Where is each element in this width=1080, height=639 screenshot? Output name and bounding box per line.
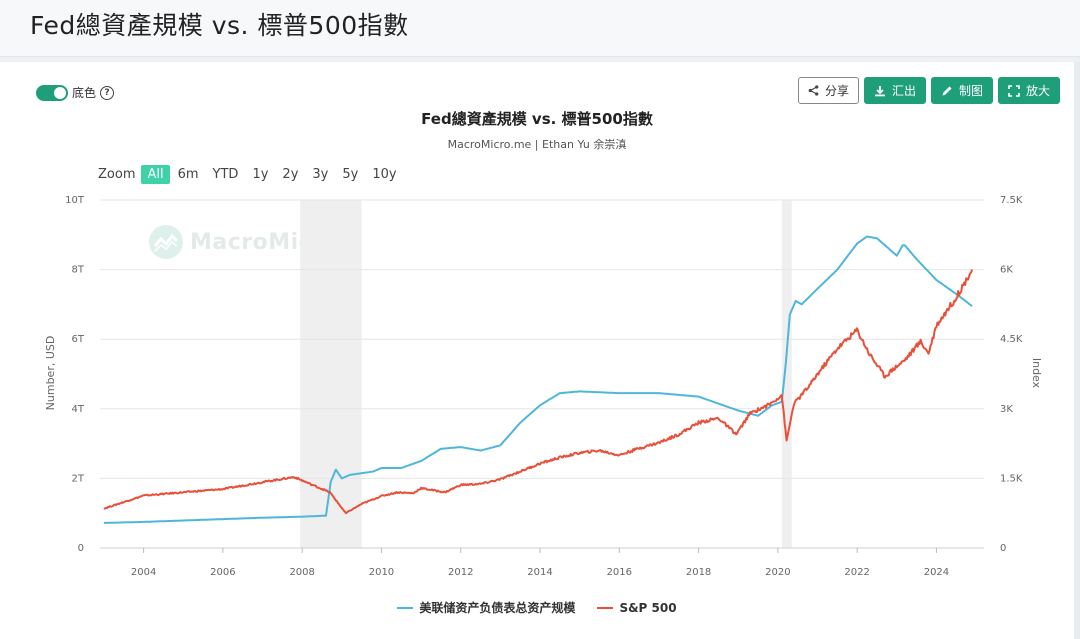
legend-label-sp500: S&P 500 [619,600,677,615]
zoom-10y-button[interactable]: 10y [372,167,397,182]
page-header: Fed總資產規模 vs. 標普500指數 [0,0,1080,57]
export-button[interactable]: 汇出 [864,77,927,104]
x-tick-label: 2006 [210,567,235,578]
background-toggle-label: 底色 [72,86,97,100]
zoom-bar: Zoom All 6m YTD 1y 2y 3y 5y 10y [98,165,403,184]
x-tick-label: 2012 [448,567,473,578]
legend-swatch-sp500 [597,606,614,609]
zoom-2y-button[interactable]: 2y [282,167,299,182]
series-line-sp500[interactable] [103,269,974,515]
x-tick-label: 2020 [765,567,790,578]
recession-band-0 [300,200,362,548]
chart-card [0,62,1074,639]
draw-button[interactable]: 制图 [931,77,994,104]
x-tick-label: 2024 [924,567,949,578]
x-tick-label: 2010 [369,567,394,578]
y-right-tick-label: 7.5K [1000,195,1023,206]
series-line-fed-assets[interactable] [104,235,973,524]
legend-label-fed: 美联储资产负债表总资产规模 [419,601,576,615]
share-button-label: 分享 [825,84,850,98]
x-tick-label: 2008 [289,567,314,578]
zoom-all-button[interactable]: All [141,165,170,184]
y-left-tick-label: 6T [72,334,85,345]
y-left-tick-label: 4T [72,404,85,415]
legend: 美联储资产负债表总资产规模 S&P 500 [0,599,1074,616]
page-title: Fed總資產規模 vs. 標普500指數 [30,11,409,40]
y-left-tick-label: 2T [72,473,85,484]
legend-swatch-fed [397,606,414,609]
share-icon [808,85,819,96]
zoom-1y-button[interactable]: 1y [252,167,269,182]
y-left-tick-label: 10T [65,195,85,206]
zoom-3y-button[interactable]: 3y [312,167,329,182]
export-button-label: 汇出 [892,84,917,98]
chart-title: Fed總資產規模 vs. 標普500指數 [421,110,653,128]
x-tick-label: 2014 [527,567,552,578]
background-toggle-group: 底色 ? [36,84,115,101]
pencil-icon [942,86,952,95]
x-tick-label: 2018 [686,567,711,578]
recession-band-1 [781,200,792,548]
y-right-tick-label: 6K [1000,265,1013,276]
y-right-tick-label: 4.5K [1000,334,1023,345]
legend-item-sp500[interactable]: S&P 500 [597,599,677,616]
chart-subtitle: MacroMicro.me | Ethan Yu 余崇滇 [447,138,627,151]
x-tick-label: 2016 [607,567,632,578]
zoom-label: Zoom [98,167,136,182]
legend-item-fed[interactable]: 美联储资产负债表总资产规模 [397,599,575,616]
background-toggle[interactable] [36,84,68,101]
expand-icon [1008,84,1020,97]
x-tick-label: 2004 [131,567,156,578]
fullscreen-button[interactable]: 放大 [998,77,1061,104]
y-right-tick-label: 0 [1000,543,1006,554]
y-left-tick-label: 8T [72,265,85,276]
x-tick-label: 2022 [844,567,869,578]
download-icon [875,85,886,96]
macromicro-logo-icon [149,225,183,259]
y-right-axis-title: Index [1030,358,1043,389]
help-icon[interactable]: ? [100,85,115,100]
y-left-tick-label: 0 [78,543,84,554]
y-right-tick-label: 3K [1000,404,1013,415]
share-button[interactable]: 分享 [798,77,860,104]
fullscreen-button-label: 放大 [1026,84,1051,98]
zoom-6m-button[interactable]: 6m [177,167,199,182]
draw-button-label: 制图 [959,84,984,98]
zoom-5y-button[interactable]: 5y [342,167,359,182]
y-left-axis-title: Number, USD [44,336,57,411]
y-right-tick-label: 1.5K [1000,473,1023,484]
toolbar: 分享 汇出 制图 放大 [798,77,1061,104]
zoom-ytd-button[interactable]: YTD [212,167,239,182]
scrollbar-track[interactable] [1074,62,1080,639]
